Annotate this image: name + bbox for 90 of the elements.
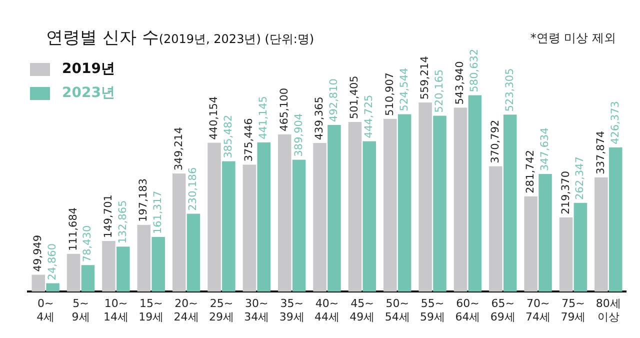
data-label: 347,634 [539,127,552,172]
bar [608,147,622,292]
bar [418,102,432,292]
bar [152,237,165,292]
legend-label: 2019년 [62,60,115,78]
bar [257,142,270,292]
x-tick-label: 20~ 24세 [174,297,199,324]
x-tick-label: 50~ 54세 [384,297,410,324]
bar [242,164,256,292]
text: *연령 미상 제외 [530,30,616,47]
bar [222,161,236,292]
x-tick-label: 10~ 14세 [103,297,128,324]
bar [81,265,95,292]
data-label: 219,370 [560,171,572,214]
data-label: 24,860 [46,243,59,280]
data-label: 78,430 [82,225,94,262]
data-label: 439,365 [314,96,326,140]
bar [208,142,221,292]
bar [66,254,80,292]
data-label: 132,865 [116,200,129,244]
data-label: 161,317 [152,190,164,234]
bar [468,95,482,292]
data-label: 520,165 [433,69,446,113]
bar [313,143,326,292]
data-label: 375,446 [243,118,256,162]
x-tick-label: 75~ 79세 [560,297,586,324]
x-tick-label: 35~ 39세 [279,297,304,324]
bar [524,196,538,292]
bar [32,274,46,292]
data-label: 523,305 [504,68,516,112]
bar [137,224,151,292]
data-label: 580,632 [468,48,481,92]
data-label: 149,701 [102,194,114,238]
x-tick-label: 60~ 64세 [455,297,480,324]
bar [538,174,552,292]
x-tick-label: 25~ 29세 [208,297,234,324]
x-tick-label: 65~ 69세 [490,297,516,324]
bar [454,108,468,292]
x-tick-label: 30~ 34세 [244,297,270,324]
data-label: 524,544 [398,67,410,112]
bar [489,166,502,292]
bar [116,246,130,292]
data-label: 262,347 [574,156,586,200]
x-tick-label: 70~ 74세 [526,297,551,324]
bar [328,124,341,292]
data-label: 441,145 [258,96,270,140]
bar [46,283,60,292]
data-label: 281,742 [524,150,537,194]
x-tick-label: 55~ 59세 [420,297,446,324]
bar [559,217,573,292]
data-label: 465,100 [278,88,290,132]
x-tick-label: 15~ 19세 [138,297,164,324]
data-label: 426,373 [609,101,622,144]
data-label: 49,949 [32,234,44,272]
data-label: 370,792 [489,120,502,164]
chart-subtitle: (2019년, 2023년) (단위:명) [158,32,314,46]
bar [433,116,446,292]
data-label: 230,186 [187,167,200,211]
bar [278,134,292,292]
data-label: 559,214 [419,56,432,100]
data-label: 197,183 [138,178,150,222]
data-label: 492,810 [328,78,340,122]
legend-label: 2023년 [62,84,115,102]
data-label: 444,725 [363,94,376,138]
data-label: 389,904 [292,113,305,157]
data-label: 440,154 [208,96,220,140]
bar [292,160,306,292]
data-label: 111,684 [67,207,80,251]
data-label: 510,907 [384,72,396,116]
chart-title: 연령별 신자 수 [46,28,159,48]
data-label: 385,482 [222,114,234,158]
x-tick-label: 80세 이상 [596,297,621,324]
data-label: 337,874 [594,130,607,174]
bar [102,240,116,292]
x-tick-label: 5~ 9세 [72,297,90,324]
data-label: 349,214 [172,126,185,171]
bar [503,114,517,292]
bar [362,141,376,292]
x-tick-label: 0~ 4세 [36,297,55,324]
data-label: 543,940 [454,61,466,105]
x-tick-label: 40~ 44세 [314,297,340,324]
data-label: 501,405 [348,76,361,120]
bar [172,174,186,292]
bar [186,214,200,292]
x-tick-label: 45~ 49세 [350,297,375,324]
bar [398,114,412,292]
bar [384,118,397,292]
bar [594,177,608,292]
bar [348,122,362,292]
bar [574,202,588,292]
